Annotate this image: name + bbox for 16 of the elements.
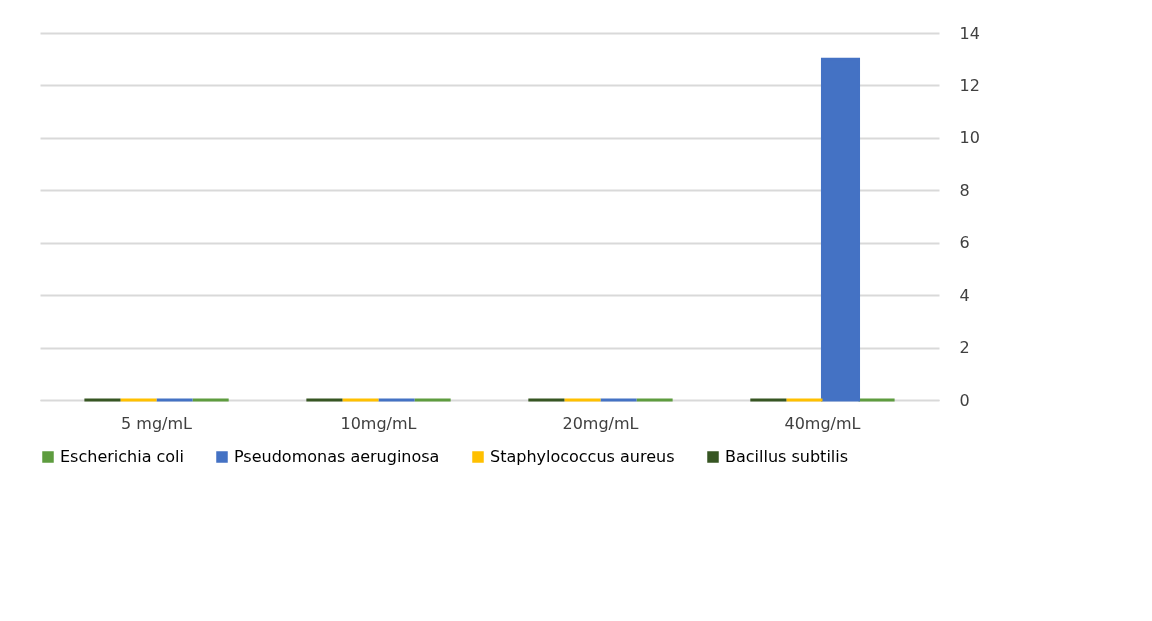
legend-label: Bacillus subtilis — [725, 447, 849, 466]
x-tick-label: 20mg/mL — [562, 413, 639, 433]
y-tick-label: 10 — [959, 128, 980, 148]
legend-label: Pseudomonas aeruginosa — [234, 447, 440, 466]
y-tick-label: 14 — [959, 23, 980, 43]
legend-label: Escherichia coli — [60, 447, 184, 466]
y-tick-label: 12 — [959, 75, 980, 95]
y-tick-label: 6 — [959, 233, 970, 253]
legend-label: Staphylococcus aureus — [490, 447, 675, 466]
y-tick-label: 2 — [959, 338, 970, 358]
x-tick-label: 5 mg/mL — [121, 413, 193, 433]
y-tick-label: 8 — [959, 180, 970, 200]
y-tick-label: 4 — [959, 285, 970, 305]
x-tick-label: 10mg/mL — [340, 413, 417, 433]
y-tick-label: 0 — [959, 390, 970, 410]
x-tick-label: 40mg/mL — [784, 413, 861, 433]
